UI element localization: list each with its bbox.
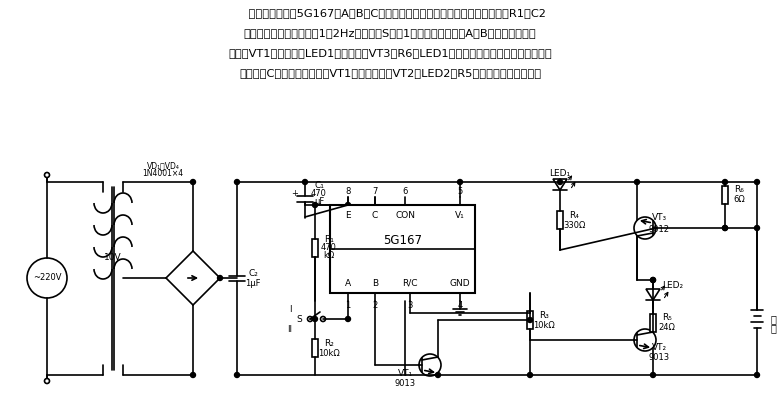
Text: LED₁: LED₁ bbox=[549, 169, 570, 177]
Circle shape bbox=[754, 226, 760, 231]
Text: R/C: R/C bbox=[402, 279, 418, 288]
Text: 5G167: 5G167 bbox=[383, 235, 422, 248]
Text: LED₂: LED₂ bbox=[662, 281, 683, 290]
Text: +: + bbox=[292, 189, 299, 199]
Text: 4: 4 bbox=[457, 302, 463, 310]
Circle shape bbox=[722, 226, 728, 231]
Text: 1N4001×4: 1N4001×4 bbox=[143, 169, 183, 179]
Text: C: C bbox=[372, 211, 378, 220]
Text: C₁: C₁ bbox=[314, 182, 324, 191]
Bar bbox=[330, 205, 475, 293]
Text: 1μF: 1μF bbox=[245, 279, 261, 288]
Text: II: II bbox=[288, 324, 292, 333]
Text: B: B bbox=[372, 279, 378, 288]
Text: R₅: R₅ bbox=[662, 313, 672, 322]
Text: 接通电源后，在5G167的A、B、C三输出驱动端依次输出高电平。振荡频率由R1和C2: 接通电源后，在5G167的A、B、C三输出驱动端依次输出高电平。振荡频率由R1和… bbox=[234, 8, 546, 18]
Circle shape bbox=[190, 373, 196, 377]
Circle shape bbox=[313, 317, 317, 322]
Text: 9013: 9013 bbox=[648, 353, 669, 362]
Text: C₂: C₂ bbox=[248, 268, 258, 277]
Text: 8: 8 bbox=[346, 188, 351, 197]
Circle shape bbox=[235, 373, 239, 377]
Text: VT₂: VT₂ bbox=[651, 344, 667, 353]
Text: GND: GND bbox=[450, 279, 470, 288]
Bar bbox=[527, 311, 533, 329]
Circle shape bbox=[303, 180, 307, 184]
Text: 10kΩ: 10kΩ bbox=[318, 348, 340, 357]
Text: R₃: R₃ bbox=[539, 310, 549, 319]
Text: S: S bbox=[296, 315, 302, 324]
Circle shape bbox=[754, 180, 760, 184]
Text: R₆: R₆ bbox=[734, 186, 744, 195]
Text: A: A bbox=[345, 279, 351, 288]
Circle shape bbox=[190, 180, 196, 184]
Text: CON: CON bbox=[395, 211, 415, 220]
Text: V₁: V₁ bbox=[455, 211, 465, 220]
Circle shape bbox=[527, 373, 533, 377]
Text: 470: 470 bbox=[311, 189, 327, 199]
Text: ~220V: ~220V bbox=[33, 273, 62, 282]
Bar bbox=[722, 186, 728, 204]
Bar bbox=[650, 314, 656, 332]
Text: 10V: 10V bbox=[105, 253, 122, 262]
Text: R₂: R₂ bbox=[324, 339, 334, 348]
Text: R₄: R₄ bbox=[569, 211, 579, 220]
Text: 决定，按图中参数频率为1～2Hz。当开关S处在1挡为快充电，此时A、B两端口依次为高: 决定，按图中参数频率为1～2Hz。当开关S处在1挡为快充电，此时A、B两端口依次… bbox=[243, 28, 537, 38]
Text: E: E bbox=[346, 211, 351, 220]
Bar bbox=[312, 239, 318, 257]
Circle shape bbox=[651, 277, 655, 282]
Text: 7: 7 bbox=[372, 188, 378, 197]
Text: 330Ω: 330Ω bbox=[563, 220, 585, 229]
Circle shape bbox=[527, 317, 533, 322]
Text: 5: 5 bbox=[457, 188, 463, 197]
Text: 9013: 9013 bbox=[395, 379, 416, 388]
Text: 6Ω: 6Ω bbox=[733, 195, 745, 204]
Circle shape bbox=[346, 317, 350, 322]
Text: 池: 池 bbox=[770, 323, 776, 333]
Circle shape bbox=[754, 373, 760, 377]
Circle shape bbox=[313, 202, 317, 208]
Circle shape bbox=[458, 180, 463, 184]
Text: I: I bbox=[289, 304, 291, 313]
Circle shape bbox=[634, 180, 640, 184]
Text: 10kΩ: 10kΩ bbox=[533, 321, 555, 330]
Text: 1: 1 bbox=[346, 302, 351, 310]
Circle shape bbox=[722, 180, 728, 184]
Text: 充电。当C端口为高电平时，VT1饱和导通，由VT2、LED2、R5组成的放电电路工作。: 充电。当C端口为高电平时，VT1饱和导通，由VT2、LED2、R5组成的放电电路… bbox=[239, 68, 541, 78]
Text: 3: 3 bbox=[407, 302, 413, 310]
Text: 6: 6 bbox=[402, 188, 408, 197]
Circle shape bbox=[346, 202, 350, 208]
Text: kΩ: kΩ bbox=[324, 251, 335, 260]
Text: 9012: 9012 bbox=[648, 226, 669, 235]
Text: 电平，VT1饱和导通，LED1发光，这样VT3、R6及LED1组成的恒流充电电路工作，对电池: 电平，VT1饱和导通，LED1发光，这样VT3、R6及LED1组成的恒流充电电路… bbox=[228, 48, 552, 58]
Circle shape bbox=[558, 180, 562, 184]
Text: R₁: R₁ bbox=[324, 235, 334, 244]
Circle shape bbox=[435, 373, 441, 377]
Text: VT₁: VT₁ bbox=[398, 368, 413, 377]
Text: 电: 电 bbox=[770, 314, 776, 324]
Text: 2: 2 bbox=[372, 302, 378, 310]
Circle shape bbox=[218, 275, 222, 281]
Text: 24Ω: 24Ω bbox=[658, 324, 675, 333]
Circle shape bbox=[651, 373, 655, 377]
Text: 470: 470 bbox=[321, 244, 337, 253]
Circle shape bbox=[651, 277, 655, 282]
Circle shape bbox=[722, 226, 728, 231]
Text: VD₁～VD₄: VD₁～VD₄ bbox=[147, 162, 179, 171]
Text: μF: μF bbox=[314, 197, 324, 206]
Bar bbox=[312, 339, 318, 357]
Text: VT₃: VT₃ bbox=[651, 213, 667, 222]
Circle shape bbox=[235, 180, 239, 184]
Bar bbox=[557, 211, 563, 229]
